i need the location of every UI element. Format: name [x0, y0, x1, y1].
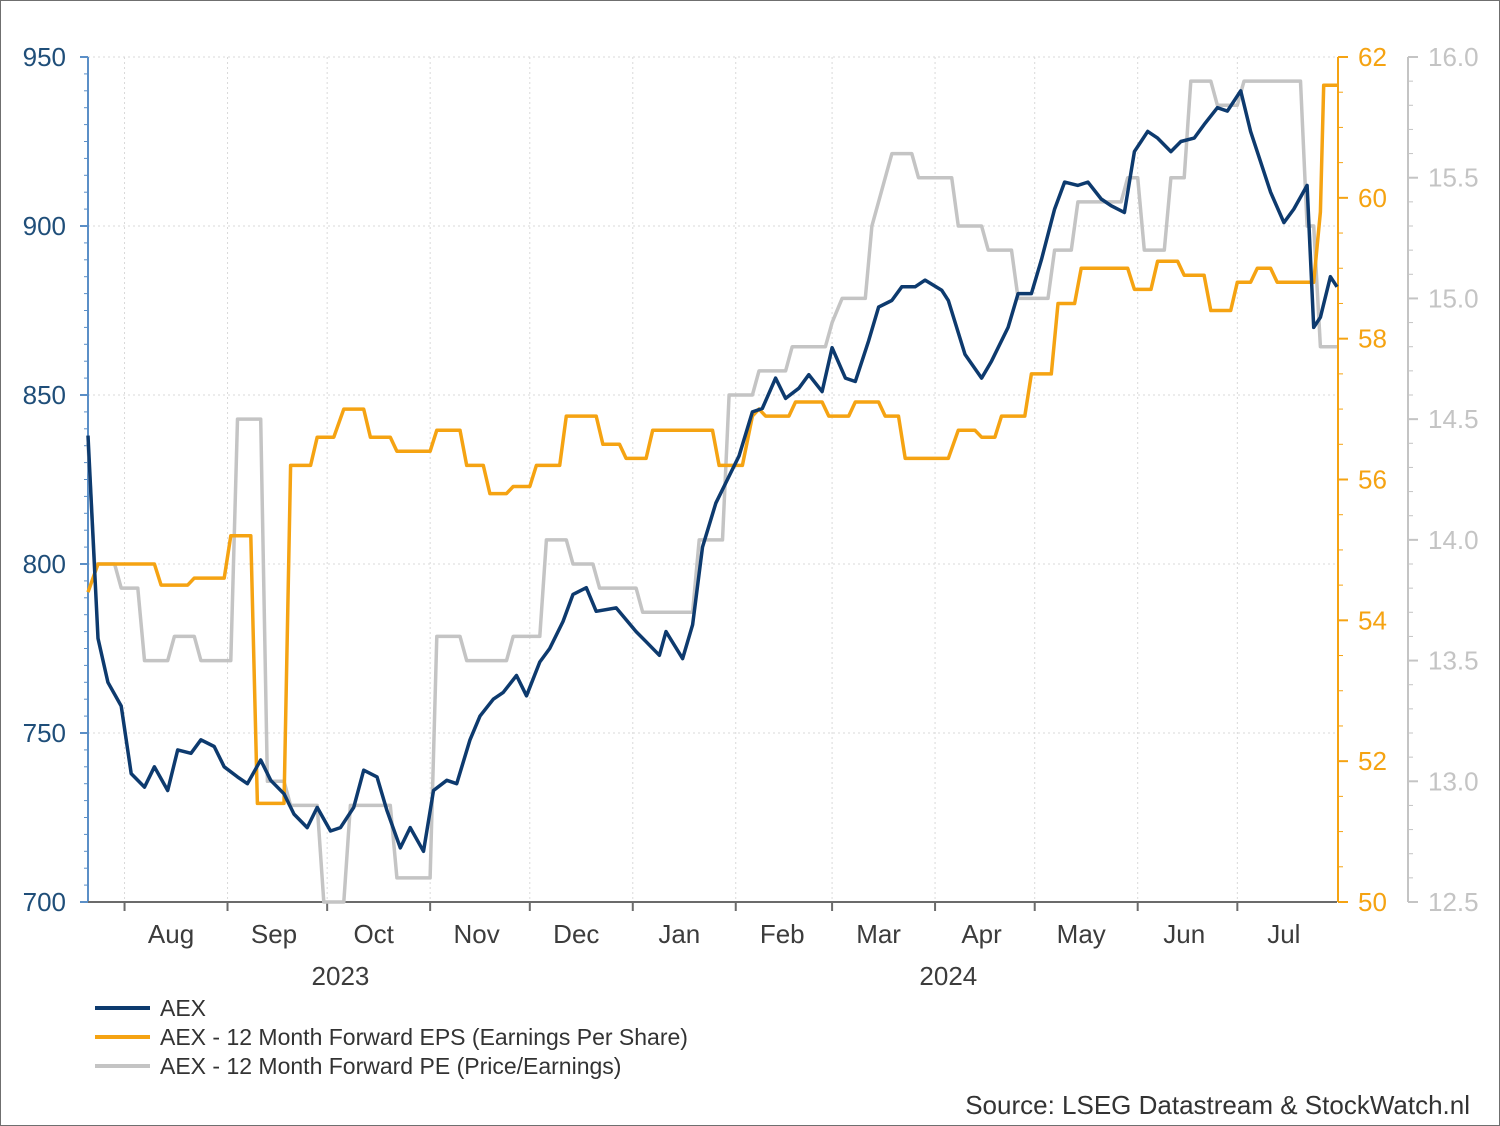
pe-tick-label: 15.0	[1428, 283, 1479, 313]
axes: 700 750 800 850 900 950 50 52 54 56 58 60 62 12.5 13.0…	[23, 42, 1479, 991]
series-line-eps	[86, 83, 1337, 806]
left-tick-label: 800	[23, 549, 66, 579]
month-tick-label: Feb	[760, 919, 805, 949]
month-tick-label: May	[1057, 919, 1106, 949]
eps-tick-label: 54	[1358, 605, 1387, 635]
month-tick-label: Nov	[454, 919, 500, 949]
left-tick-label: 750	[23, 718, 66, 748]
eps-tick-label: 62	[1358, 42, 1387, 72]
legend: AEX AEX - 12 Month Forward EPS (Earnings …	[95, 995, 688, 1079]
month-tick-label: Apr	[961, 919, 1002, 949]
legend-label: AEX	[160, 995, 206, 1021]
series-line-pe	[86, 79, 1337, 904]
month-tick-label: Jan	[658, 919, 700, 949]
gridlines	[88, 56, 1337, 903]
left-tick-label: 950	[23, 42, 66, 72]
legend-label: AEX - 12 Month Forward EPS (Earnings Per…	[160, 1024, 688, 1050]
eps-tick-label: 56	[1358, 465, 1387, 495]
left-tick-label: 700	[23, 887, 66, 917]
year-tick-label: 2024	[919, 961, 977, 991]
month-tick-label: Aug	[148, 919, 194, 949]
pe-tick-label: 13.0	[1428, 766, 1479, 796]
month-tick-label: Oct	[353, 919, 394, 949]
month-tick-label: Sep	[251, 919, 297, 949]
month-tick-label: Jun	[1163, 919, 1205, 949]
pe-tick-label: 12.5	[1428, 887, 1479, 917]
legend-label: AEX - 12 Month Forward PE (Price/Earning…	[160, 1053, 621, 1079]
month-tick-label: Dec	[553, 919, 599, 949]
pe-tick-label: 14.5	[1428, 404, 1479, 434]
pe-tick-label: 13.5	[1428, 646, 1479, 676]
source-note: Source: LSEG Datastream & StockWatch.nl	[965, 1090, 1470, 1120]
pe-tick-label: 14.0	[1428, 525, 1479, 555]
left-tick-label: 850	[23, 380, 66, 410]
left-tick-label: 900	[23, 211, 66, 241]
month-tick-label: Jul	[1267, 919, 1300, 949]
eps-tick-label: 50	[1358, 887, 1387, 917]
eps-tick-label: 58	[1358, 324, 1387, 354]
eps-tick-label: 52	[1358, 746, 1387, 776]
eps-tick-label: 60	[1358, 183, 1387, 213]
year-tick-label: 2023	[312, 961, 370, 991]
series-layer	[86, 79, 1339, 904]
series-line-left	[86, 89, 1339, 854]
pe-tick-label: 15.5	[1428, 163, 1479, 193]
month-tick-label: Mar	[856, 919, 901, 949]
pe-tick-label: 16.0	[1428, 42, 1479, 72]
